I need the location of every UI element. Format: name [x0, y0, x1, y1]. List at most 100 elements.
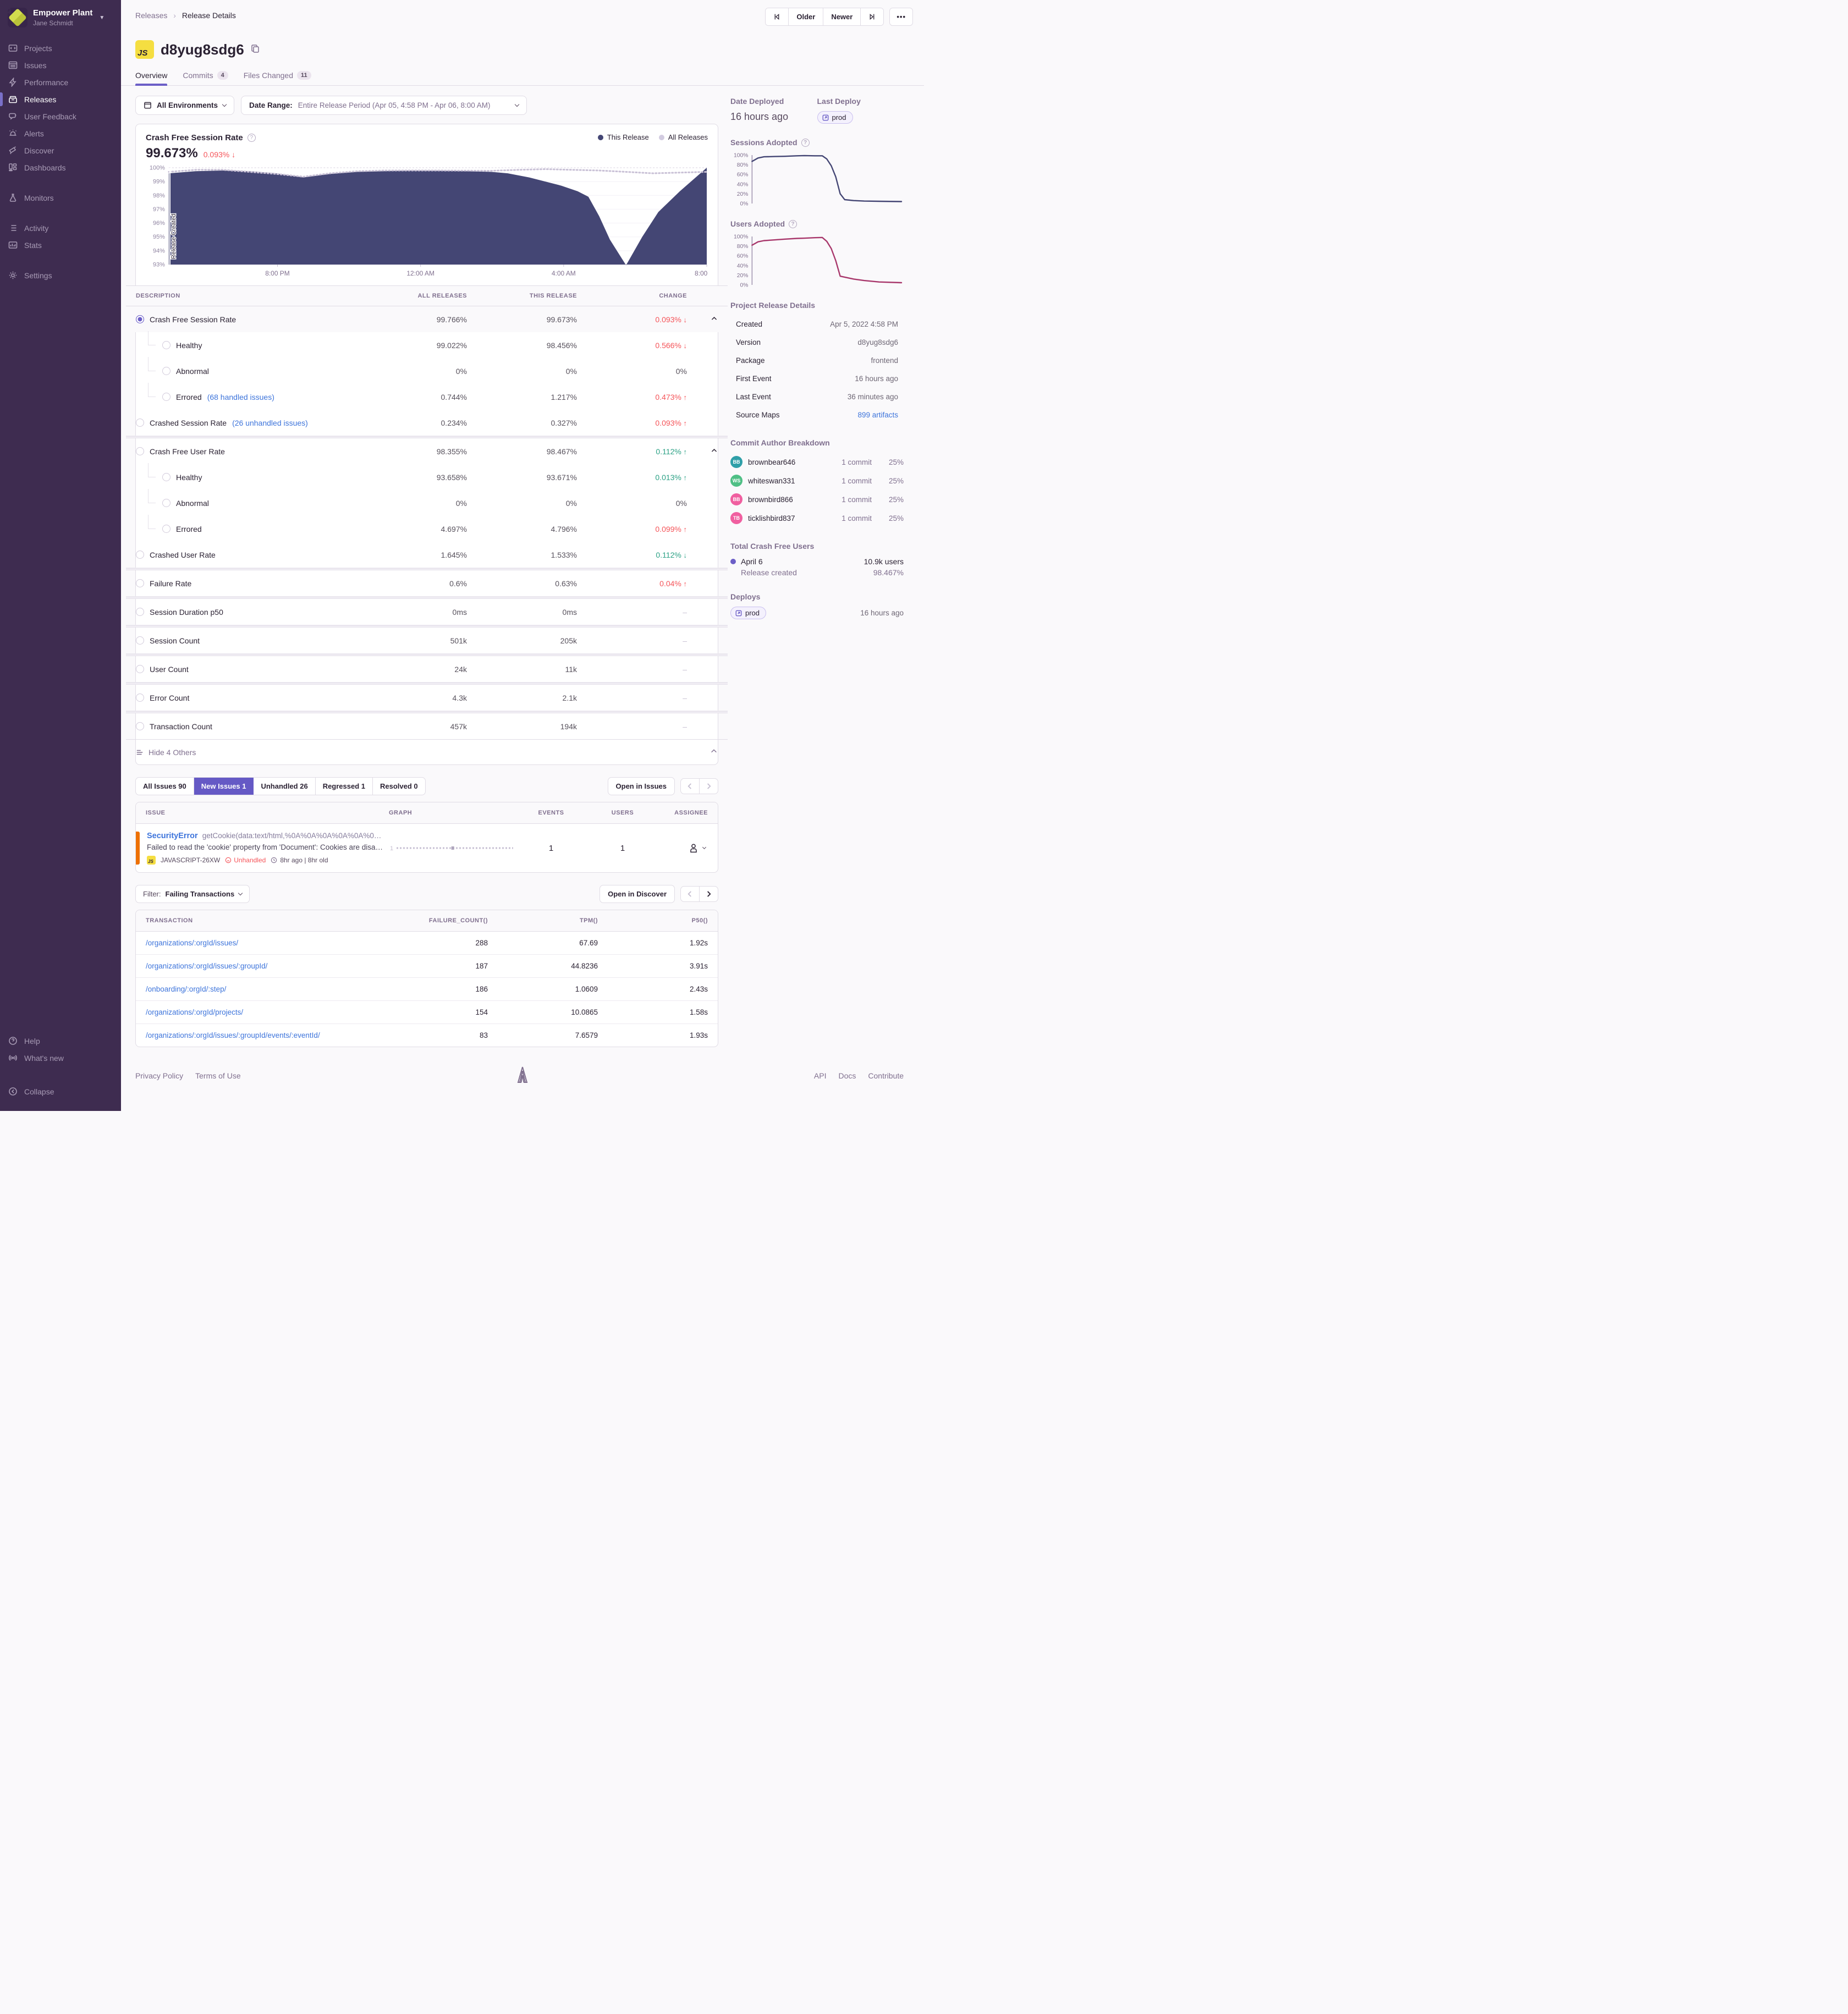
footer-link-privacy-policy[interactable]: Privacy Policy: [135, 1071, 184, 1080]
issue-row[interactable]: SecurityError getCookie(data:text/html,%…: [136, 824, 718, 872]
tab-overview[interactable]: Overview: [135, 71, 168, 86]
sidebar-item-alerts[interactable]: Alerts: [0, 125, 121, 142]
footer-link-terms-of-use[interactable]: Terms of Use: [195, 1071, 241, 1080]
issue-assignee[interactable]: [658, 842, 708, 854]
footer-link-api[interactable]: API: [813, 1071, 827, 1080]
metric-radio[interactable]: [162, 473, 170, 481]
sidebar-collapse-button[interactable]: Collapse: [0, 1083, 121, 1100]
metric-radio[interactable]: [136, 636, 144, 645]
metric-row-abnormal[interactable]: Abnormal 0% 0% 0%: [126, 488, 728, 516]
transaction-link[interactable]: /organizations/:orgId/projects/: [146, 1008, 244, 1016]
metric-radio[interactable]: [136, 608, 144, 616]
issues-next-button[interactable]: [700, 779, 718, 794]
metric-row-errored[interactable]: Errored (68 handled issues) 0.744% 1.217% 0…: [126, 382, 728, 410]
metric-radio[interactable]: [162, 367, 170, 375]
sidebar-item-activity[interactable]: Activity: [0, 219, 121, 236]
first-release-button[interactable]: [766, 8, 789, 25]
transaction-link[interactable]: /onboarding/:orgId/:step/: [146, 985, 227, 993]
metric-row-abnormal[interactable]: Abnormal 0% 0% 0%: [126, 356, 728, 384]
legend-item-this-release[interactable]: This Release: [597, 133, 649, 141]
sidebar-item-issues[interactable]: Issues: [0, 57, 121, 74]
sidebar-item-what-s-new[interactable]: What's new: [0, 1049, 121, 1066]
metric-row-crash-free-user-rate[interactable]: Crash Free User Rate 98.355% 98.467% 0.112%…: [126, 438, 728, 464]
metric-radio[interactable]: [136, 579, 144, 587]
transaction-row[interactable]: /organizations/:orgId/issues/:groupId/ev…: [146, 1031, 708, 1039]
transactions-filter[interactable]: Filter: Failing Transactions: [135, 885, 250, 903]
issue-title-link[interactable]: SecurityError: [147, 832, 198, 840]
collapse-metric-icon[interactable]: [711, 315, 718, 324]
collapse-metric-icon[interactable]: [711, 447, 718, 456]
transaction-row[interactable]: /organizations/:orgId/projects/154 10.086…: [136, 1001, 718, 1024]
open-in-issues-button[interactable]: Open in Issues: [607, 777, 675, 795]
metric-radio[interactable]: [162, 499, 170, 507]
help-circle-icon[interactable]: ?: [247, 134, 256, 142]
metric-row-crashed-session-rate[interactable]: Crashed Session Rate (26 unhandled issue…: [126, 410, 728, 436]
metric-row-crashed-user-rate[interactable]: Crashed User Rate 1.645% 1.533% 0.112% ↓: [126, 542, 728, 568]
metric-radio[interactable]: [162, 393, 170, 401]
prod-deploy-badge[interactable]: prod: [817, 111, 853, 124]
copy-icon[interactable]: [251, 44, 260, 56]
issues-tab-new-issues[interactable]: New Issues 1: [194, 778, 254, 795]
metric-radio[interactable]: [136, 419, 144, 427]
hide-others-button[interactable]: Hide 4 Others: [126, 739, 728, 764]
metric-radio[interactable]: [162, 525, 170, 533]
tab-commits[interactable]: Commits 4: [183, 71, 228, 85]
transactions-next-button[interactable]: [700, 887, 718, 901]
help-circle-icon[interactable]: ?: [789, 219, 798, 228]
footer-link-contribute[interactable]: Contribute: [868, 1071, 904, 1080]
transaction-row[interactable]: /organizations/:orgId/issues/:groupId/18…: [136, 955, 718, 978]
environment-selector[interactable]: All Environments: [135, 96, 235, 115]
more-options-button[interactable]: •••: [889, 8, 913, 26]
sidebar-item-dashboards[interactable]: Dashboards: [0, 159, 121, 176]
sidebar-item-projects[interactable]: Projects: [0, 40, 121, 57]
sidebar-item-settings[interactable]: Settings: [0, 267, 121, 284]
sidebar-item-stats[interactable]: Stats: [0, 236, 121, 254]
transaction-row[interactable]: /organizations/:orgId/issues/288 67.69 1.9…: [136, 932, 718, 955]
metric-row-errored[interactable]: Errored 4.697% 4.796% 0.099% ↑: [126, 514, 728, 542]
issues-tab-resolved[interactable]: Resolved 0: [380, 782, 418, 790]
metric-radio[interactable]: [136, 722, 144, 730]
help-circle-icon[interactable]: ?: [801, 138, 810, 147]
issues-prev-button[interactable]: [681, 779, 700, 794]
sidebar-item-user-feedback[interactable]: User Feedback: [0, 108, 121, 125]
metric-row-transaction-count[interactable]: Transaction Count 457k 194k –: [126, 713, 728, 739]
sidebar-item-monitors[interactable]: Monitors: [0, 189, 121, 206]
sidebar-item-discover[interactable]: Discover: [0, 142, 121, 159]
prod-deploy-badge[interactable]: prod: [730, 607, 767, 619]
sidebar-item-releases[interactable]: Releases: [0, 91, 121, 108]
older-button[interactable]: Older: [789, 8, 824, 25]
metric-radio[interactable]: [136, 315, 144, 323]
last-release-button[interactable]: [861, 8, 884, 25]
sidebar-item-performance[interactable]: Performance: [0, 74, 121, 91]
transaction-link[interactable]: /organizations/:orgId/issues/: [146, 939, 239, 947]
metric-row-healthy[interactable]: Healthy 99.022% 98.456% 0.566% ↓: [126, 331, 728, 358]
transaction-row[interactable]: /onboarding/:orgId/:step/186 1.0609 2.43s: [136, 978, 718, 1001]
metric-radio[interactable]: [136, 551, 144, 559]
metric-row-session-count[interactable]: Session Count 501k 205k –: [126, 628, 728, 653]
open-in-discover-button[interactable]: Open in Discover: [600, 885, 675, 903]
metric-radio[interactable]: [136, 665, 144, 673]
sidebar-item-help[interactable]: Help: [0, 1032, 121, 1049]
metric-row-healthy[interactable]: Healthy 93.658% 93.671% 0.013% ↑: [126, 463, 728, 490]
metric-row-crash-free-session-rate[interactable]: Crash Free Session Rate 99.766% 99.673% 0.0…: [126, 306, 728, 332]
metric-row-user-count[interactable]: User Count 24k 11k –: [126, 656, 728, 682]
metric-issues-link[interactable]: (26 unhandled issues): [232, 418, 308, 427]
breadcrumb-releases[interactable]: Releases: [135, 11, 168, 20]
date-range-selector[interactable]: Date Range: Entire Release Period (Apr 0…: [241, 96, 527, 115]
footer-link-docs[interactable]: Docs: [838, 1071, 856, 1080]
metric-radio[interactable]: [162, 341, 170, 349]
tab-files-changed[interactable]: Files Changed 11: [244, 71, 311, 85]
transaction-link[interactable]: /organizations/:orgId/issues/:groupId/: [146, 962, 268, 970]
metric-radio[interactable]: [136, 447, 144, 455]
issues-tab-all-issues[interactable]: All Issues 90: [136, 778, 194, 795]
metric-row-error-count[interactable]: Error Count 4.3k 2.1k –: [126, 685, 728, 711]
metric-row-session-duration-p50[interactable]: Session Duration p50 0ms 0ms –: [126, 599, 728, 625]
newer-button[interactable]: Newer: [823, 8, 861, 25]
transactions-prev-button[interactable]: [681, 887, 700, 901]
metric-issues-link[interactable]: (68 handled issues): [207, 392, 274, 401]
issues-tab-regressed[interactable]: Regressed 1: [316, 778, 373, 795]
transaction-link[interactable]: /organizations/:orgId/issues/:groupId/ev…: [146, 1031, 320, 1039]
issues-tab-unhandled[interactable]: Unhandled 26: [254, 778, 316, 795]
legend-item-all-releases[interactable]: All Releases: [658, 133, 708, 141]
source-maps-link[interactable]: 899 artifacts: [857, 411, 898, 419]
